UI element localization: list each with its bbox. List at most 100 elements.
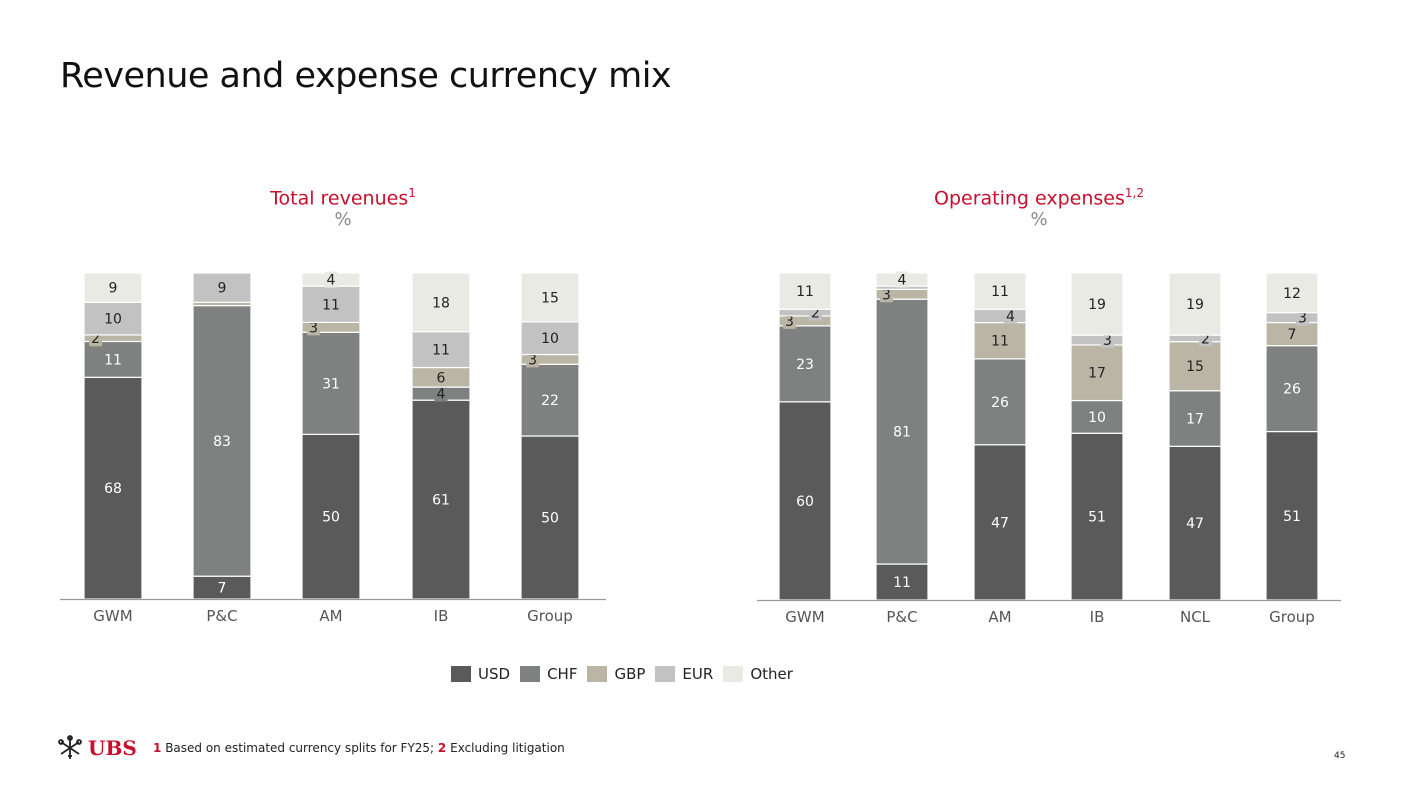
expenses-bar-ib-usd	[1070, 432, 1124, 601]
expenses-bar-gwm-eur	[778, 308, 832, 317]
expenses-label-ib-eur: 3	[1103, 333, 1112, 349]
revenues-bar-group-eur	[520, 321, 580, 356]
expenses-label-box-ib-eur	[1100, 332, 1114, 349]
revenues-label-gwm-chf: 11	[104, 352, 122, 368]
expenses-chart-header: Operating expenses1,2 %	[889, 186, 1189, 230]
expenses-label-group-gbp: 7	[1288, 327, 1297, 343]
expenses-label-gwm-chf: 23	[796, 357, 814, 373]
revenues-label-am-chf: 31	[322, 376, 340, 392]
expenses-label-am-eur: 4	[1006, 309, 1015, 325]
expenses-label-ncl-chf: 17	[1186, 412, 1204, 428]
revenues-bar-ib-usd	[411, 399, 471, 600]
revenues-tick-gwm: GWM	[93, 607, 132, 625]
revenues-title-footnote: 1	[408, 186, 416, 200]
expenses-label-group-eur: 3	[1298, 311, 1307, 327]
legend-item-eur: EUR	[655, 665, 713, 683]
revenues-bar-gwm-eur	[83, 301, 143, 336]
expenses-tick-am: AM	[988, 608, 1011, 626]
expenses-label-am-usd: 47	[991, 515, 1009, 531]
revenues-bar-gwm-usd	[83, 376, 143, 600]
revenues-label-pc-eur: 9	[218, 281, 227, 297]
expenses-label-ib-other: 19	[1088, 297, 1106, 313]
legend-item-other: Other	[723, 665, 793, 683]
revenues-bar-gwm-other	[83, 272, 143, 303]
expenses-label-box-pc-gbp	[879, 286, 893, 303]
revenues-label-ib-other: 18	[432, 295, 450, 311]
revenues-bar-am-usd	[301, 433, 361, 600]
expenses-tick-ib: IB	[1090, 608, 1105, 626]
expenses-label-ncl-eur: 2	[1201, 331, 1210, 347]
revenues-bar-ib-eur	[411, 331, 471, 369]
revenues-label-group-eur: 10	[541, 331, 559, 347]
expenses-label-ib-usd: 51	[1088, 510, 1106, 526]
footnote-num-1: 1	[153, 741, 162, 755]
expenses-label-box-am-eur	[1003, 307, 1017, 324]
page-title: Revenue and expense currency mix	[60, 56, 672, 96]
revenues-label-gwm-eur: 10	[104, 312, 122, 328]
expenses-bar-gwm-other	[778, 272, 832, 310]
revenues-label-ib-eur: 11	[432, 343, 450, 359]
ubs-logo: UBS	[58, 735, 137, 761]
expenses-bar-group-eur	[1265, 312, 1319, 324]
expenses-tick-pc: P&C	[886, 608, 917, 626]
expenses-label-pc-gbp: 3	[882, 287, 891, 303]
revenues-bar-ib-other	[411, 272, 471, 333]
legend-swatch-gbp	[587, 666, 608, 682]
expenses-label-am-other: 11	[991, 284, 1009, 300]
revenues-tick-ib: IB	[434, 607, 449, 625]
expenses-bar-ib-eur	[1070, 334, 1124, 346]
revenues-label-ib-chf: 4	[437, 387, 446, 403]
expenses-bar-ib-gbp	[1070, 344, 1124, 402]
expenses-label-gwm-usd: 60	[796, 494, 814, 510]
revenues-label-box-am-other	[324, 271, 338, 288]
revenues-tick-pc: P&C	[206, 607, 237, 625]
expenses-label-pc-other: 4	[898, 273, 907, 289]
expenses-bar-ncl-other	[1168, 272, 1222, 336]
expenses-label-group-other: 12	[1283, 286, 1301, 302]
revenues-label-am-gbp: 3	[309, 320, 318, 336]
expenses-tick-gwm: GWM	[785, 608, 824, 626]
expenses-bar-am-eur	[973, 308, 1027, 324]
legend-label-eur: EUR	[682, 665, 714, 683]
expenses-label-ncl-gbp: 15	[1186, 359, 1204, 375]
revenues-bar-am-eur	[301, 285, 361, 323]
legend-item-chf: CHF	[520, 665, 577, 683]
expenses-label-box-pc-other	[895, 271, 909, 288]
revenues-label-group-chf: 22	[541, 393, 559, 409]
revenues-bar-pc-eur	[192, 272, 252, 303]
expenses-bar-group-chf	[1265, 345, 1319, 433]
expenses-tick-group: Group	[1269, 608, 1315, 626]
expenses-bar-pc-chf	[875, 298, 929, 565]
expenses-label-group-usd: 51	[1283, 509, 1301, 525]
expenses-bar-am-other	[973, 272, 1027, 310]
expenses-bar-ncl-gbp	[1168, 341, 1222, 392]
page-number: 45	[1334, 751, 1346, 761]
expenses-bar-ncl-eur	[1168, 334, 1222, 343]
revenues-label-gwm-usd: 68	[104, 481, 122, 497]
expenses-label-pc-chf: 81	[893, 425, 911, 441]
legend-swatch-usd	[451, 666, 471, 682]
ubs-logo-text: UBS	[88, 736, 137, 760]
expenses-title-footnote: 1,2	[1124, 186, 1144, 200]
revenues-label-box-ib-chf	[434, 385, 448, 402]
expenses-label-gwm-other: 11	[796, 284, 814, 300]
revenues-label-am-usd: 50	[322, 510, 340, 526]
legend-swatch-chf	[520, 666, 541, 682]
expenses-bar-ncl-usd	[1168, 445, 1222, 601]
revenues-label-ib-gbp: 6	[437, 370, 446, 386]
revenues-label-ib-usd: 61	[432, 493, 450, 509]
footnote-text-1: Based on estimated currency splits for F…	[165, 741, 438, 755]
expenses-bar-ib-chf	[1070, 399, 1124, 434]
revenues-label-group-gbp: 3	[528, 352, 537, 368]
revenues-label-group-other: 15	[541, 290, 559, 306]
legend-label-other: Other	[750, 665, 793, 683]
revenues-label-pc-chf: 83	[213, 434, 231, 450]
legend-swatch-eur	[655, 666, 676, 682]
revenues-chart-header: Total revenues1 %	[193, 186, 493, 230]
revenues-label-am-other: 4	[327, 273, 336, 289]
expenses-label-box-gwm-gbp	[782, 312, 796, 329]
revenues-label-gwm-gbp: 2	[91, 331, 100, 347]
revenues-unit: %	[334, 209, 352, 231]
expenses-chart-title: Operating expenses	[933, 187, 1125, 210]
